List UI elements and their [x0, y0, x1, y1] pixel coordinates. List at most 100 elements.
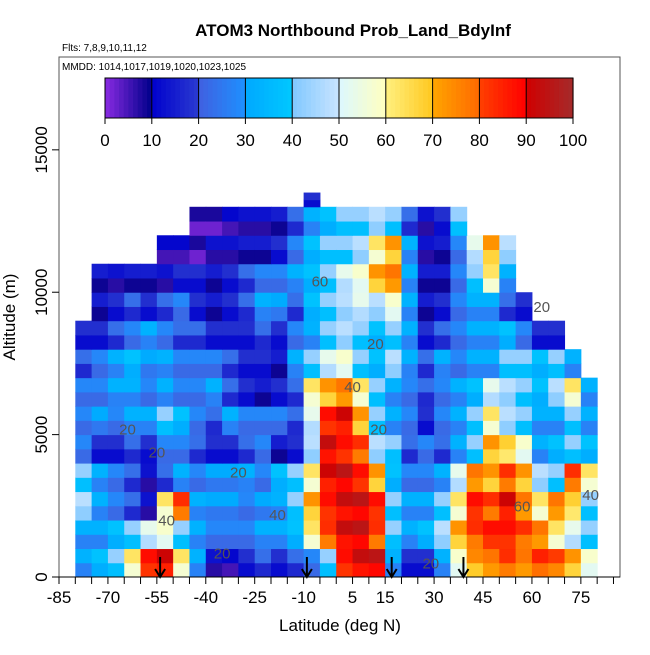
heatmap-cell — [499, 420, 517, 436]
colorbar-swatch — [250, 78, 256, 118]
heatmap-cell — [417, 520, 435, 535]
heatmap-cell — [450, 420, 468, 436]
heatmap-cell — [385, 391, 402, 407]
colorbar-swatch — [310, 78, 317, 118]
heatmap-cell — [417, 349, 435, 364]
colorbar-swatch — [184, 78, 190, 118]
heatmap-cell — [548, 406, 566, 421]
heatmap-cell — [271, 562, 288, 578]
heatmap-cell — [385, 263, 402, 279]
heatmap-cell — [319, 263, 337, 279]
heatmap-cell — [140, 320, 158, 336]
heatmap-cell — [271, 406, 288, 421]
heatmap-cell — [205, 349, 223, 364]
heatmap-cell — [124, 391, 142, 407]
heatmap-cell — [173, 562, 190, 578]
heatmap-cell — [189, 277, 207, 293]
heatmap-cell — [483, 520, 500, 535]
y-tick-label: 10000 — [32, 269, 51, 316]
heatmap-cell — [401, 292, 419, 307]
heatmap-cell — [254, 391, 272, 407]
contour-labels: 20 20 20 40 20 40 20 60 20 40 20 20 60 40 — [119, 274, 599, 573]
heatmap-cell — [531, 363, 549, 379]
heatmap-cell — [368, 349, 386, 364]
colorbar-swatch — [498, 78, 504, 118]
heatmap-cell — [401, 548, 419, 564]
colorbar-swatch — [554, 78, 560, 118]
heatmap-cell — [91, 562, 109, 578]
heatmap-cell — [303, 448, 321, 464]
heatmap-cell — [156, 434, 174, 450]
heatmap-cell — [352, 491, 370, 507]
heatmap-cell — [287, 505, 305, 521]
heatmap-cell — [368, 434, 386, 450]
heatmap-cell — [205, 235, 223, 251]
colorbar-swatch — [465, 78, 471, 118]
heatmap-cell — [75, 406, 93, 421]
colorbar-swatch — [264, 78, 270, 118]
heatmap-cell — [531, 448, 549, 464]
heatmap-cell — [238, 448, 256, 464]
heatmap-cell — [189, 249, 207, 265]
heatmap-cell — [303, 292, 321, 307]
heatmap-cell — [499, 520, 517, 535]
heatmap-cell — [336, 434, 354, 450]
heatmap-cell — [124, 334, 142, 350]
heatmap-cell — [205, 391, 223, 407]
heatmap-cell — [189, 391, 207, 407]
colorbar-swatch — [558, 78, 565, 118]
heatmap-cell — [385, 292, 402, 307]
heatmap-cell — [319, 292, 337, 307]
heatmap-cell — [434, 463, 451, 478]
heatmap-cell — [352, 505, 370, 521]
heatmap-cell — [580, 477, 598, 493]
colorbar-swatch — [179, 78, 186, 118]
heatmap-cell — [271, 391, 288, 407]
heatmap-cell — [499, 263, 517, 279]
heatmap-cell — [368, 391, 386, 407]
heatmap-cell — [222, 263, 239, 279]
heatmap-cell — [222, 320, 239, 336]
heatmap-cell — [466, 534, 484, 550]
heatmap-cell — [499, 235, 517, 251]
heatmap-cell — [499, 306, 517, 322]
heatmap-cell — [205, 562, 223, 578]
heatmap-cell — [417, 377, 435, 393]
heatmap-cell — [417, 391, 435, 407]
heatmap-cell — [254, 463, 272, 478]
heatmap-cell — [156, 306, 174, 322]
heatmap-cell — [564, 562, 582, 578]
heatmap-cell — [336, 406, 354, 421]
heatmap-cell — [417, 491, 435, 507]
heatmap-cell — [531, 377, 549, 393]
heatmap-cell — [352, 349, 370, 364]
heatmap-cell — [531, 548, 549, 564]
heatmap-cell — [531, 562, 549, 578]
heatmap-cell — [515, 406, 533, 421]
heatmap-cell — [352, 448, 370, 464]
heatmap-cell — [140, 434, 158, 450]
heatmap-cell — [515, 434, 533, 450]
heatmap-cell — [515, 562, 533, 578]
heatmap-cell — [515, 477, 533, 493]
heatmap-cell — [124, 562, 142, 578]
heatmap-cell — [336, 235, 354, 251]
heatmap-cell — [580, 534, 598, 550]
colorbar-swatch — [339, 78, 345, 118]
heatmap-cell — [271, 306, 288, 322]
heatmap-cell — [75, 420, 93, 436]
heatmap-cell — [483, 477, 500, 493]
heatmap-cell — [287, 463, 305, 478]
colorbar-swatch — [470, 78, 476, 118]
heatmap-cell — [417, 206, 435, 222]
heatmap-cell — [319, 320, 337, 336]
heatmap-cell — [352, 463, 370, 478]
heatmap-cell — [368, 562, 386, 578]
heatmap-cell — [287, 249, 305, 265]
heatmap-cell — [548, 377, 566, 393]
heatmap-cell — [156, 391, 174, 407]
heatmap-cell — [75, 520, 93, 535]
heatmap-cell — [385, 505, 402, 521]
heatmap-cell — [352, 334, 370, 350]
heatmap-cell — [222, 292, 239, 307]
